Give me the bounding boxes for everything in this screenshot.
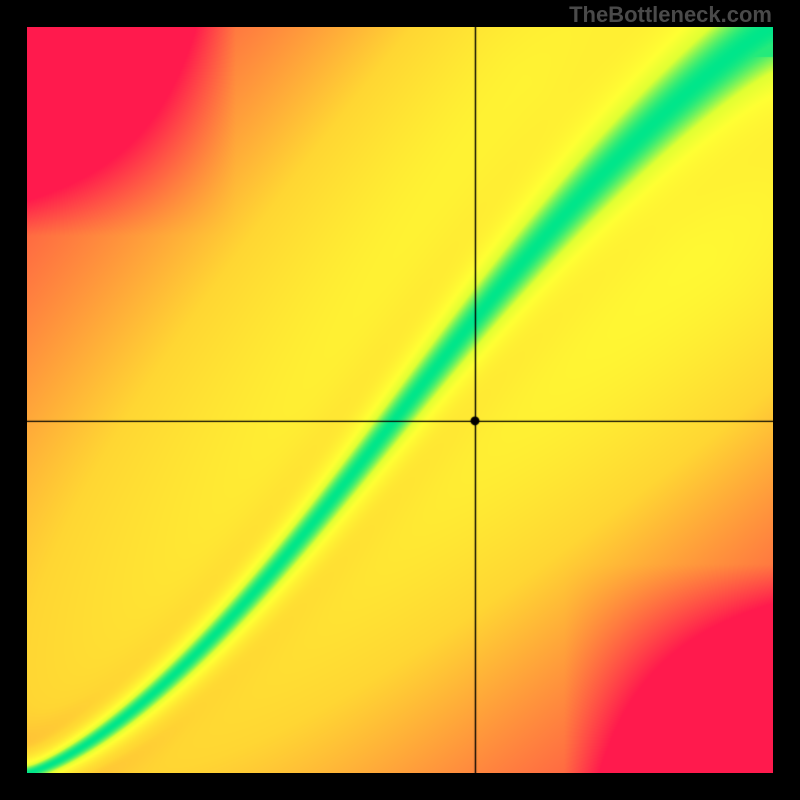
watermark-text: TheBottleneck.com — [569, 2, 772, 28]
chart-container: TheBottleneck.com — [0, 0, 800, 800]
bottleneck-heatmap — [27, 27, 773, 773]
